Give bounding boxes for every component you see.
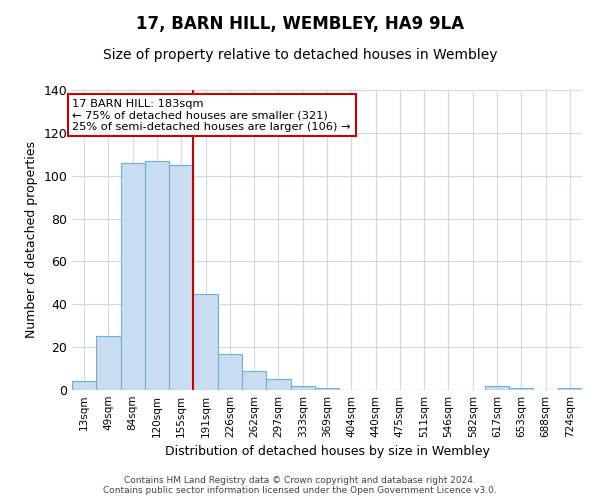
Bar — [485, 386, 509, 390]
Bar — [169, 165, 193, 390]
Bar — [145, 160, 169, 390]
Bar — [242, 370, 266, 390]
Bar — [218, 354, 242, 390]
Text: Contains HM Land Registry data © Crown copyright and database right 2024.: Contains HM Land Registry data © Crown c… — [124, 476, 476, 485]
Bar — [266, 380, 290, 390]
Bar — [96, 336, 121, 390]
Bar — [290, 386, 315, 390]
Text: 17, BARN HILL, WEMBLEY, HA9 9LA: 17, BARN HILL, WEMBLEY, HA9 9LA — [136, 15, 464, 33]
Text: Size of property relative to detached houses in Wembley: Size of property relative to detached ho… — [103, 48, 497, 62]
Text: Contains public sector information licensed under the Open Government Licence v3: Contains public sector information licen… — [103, 486, 497, 495]
Bar — [509, 388, 533, 390]
Text: 17 BARN HILL: 183sqm
← 75% of detached houses are smaller (321)
25% of semi-deta: 17 BARN HILL: 183sqm ← 75% of detached h… — [73, 98, 351, 132]
Bar — [121, 163, 145, 390]
X-axis label: Distribution of detached houses by size in Wembley: Distribution of detached houses by size … — [164, 446, 490, 458]
Y-axis label: Number of detached properties: Number of detached properties — [25, 142, 38, 338]
Bar — [558, 388, 582, 390]
Bar — [72, 382, 96, 390]
Bar — [193, 294, 218, 390]
Bar — [315, 388, 339, 390]
